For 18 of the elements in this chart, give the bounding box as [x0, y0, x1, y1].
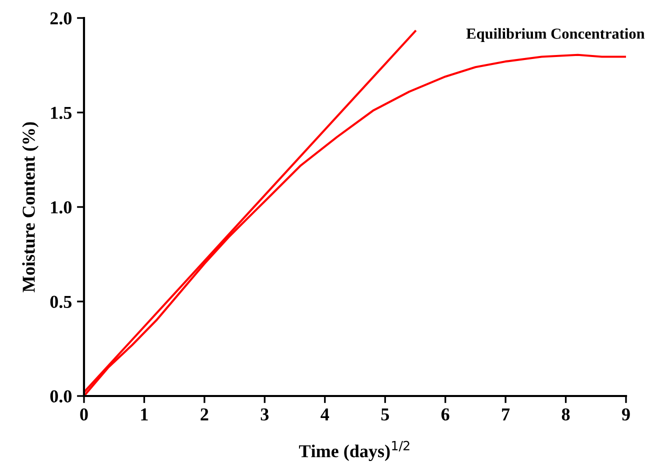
x-tick-label: 2 — [200, 408, 208, 420]
x-tick-label: 3 — [260, 408, 269, 421]
x-tick-label: 8 — [562, 408, 570, 421]
x-tick-label: 4 — [320, 408, 330, 420]
y-tick-label: 1.5 — [51, 106, 72, 120]
y-tick-label: 1.0 — [51, 201, 72, 214]
y-tick-label: 2.0 — [50, 12, 72, 25]
x-tick-label: 0 — [80, 408, 88, 421]
y-axis-title: Moisture Content (%) — [22, 122, 39, 292]
x-axis-title: Time (days)$^{1/2}$ — [299, 440, 410, 462]
annotation: Equilibrium Concentration — [466, 28, 645, 42]
y-tick-label: 0.5 — [50, 296, 72, 308]
x-tick-label: 7 — [502, 408, 510, 420]
y-tick-label: 0.0 — [50, 390, 72, 403]
x-tick-label: 9 — [622, 408, 630, 421]
x-tick-label: 5 — [381, 408, 389, 421]
x-tick-label: 1 — [141, 408, 148, 420]
x-tick-label: 6 — [441, 408, 450, 421]
